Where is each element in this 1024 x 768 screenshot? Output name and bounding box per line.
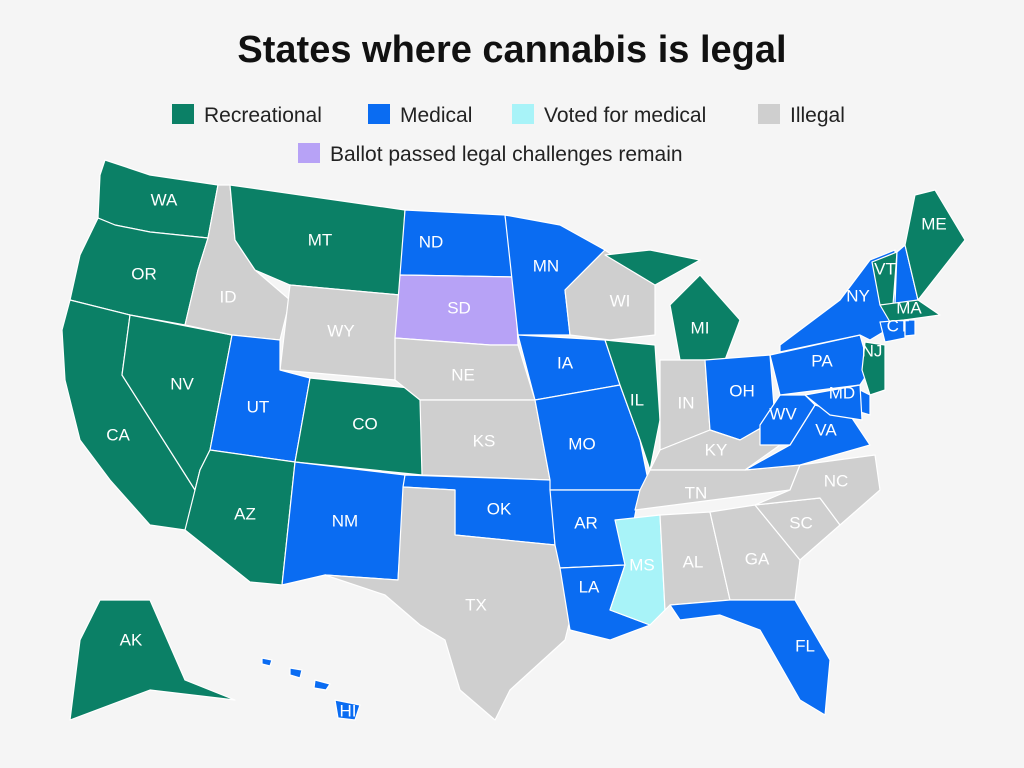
legend-swatch — [512, 104, 534, 124]
state-label: MO — [568, 434, 595, 453]
state — [399, 209, 516, 278]
state — [904, 189, 966, 301]
state-label: MD — [829, 383, 855, 402]
state-label: SC — [789, 513, 813, 532]
state-label: OR — [131, 264, 157, 283]
state-label: MT — [308, 230, 333, 249]
state-label: MN — [533, 256, 559, 275]
legend-swatch — [758, 104, 780, 124]
state — [604, 249, 741, 361]
state — [261, 657, 361, 721]
state-label: OK — [487, 499, 512, 518]
legend-label: Illegal — [790, 104, 845, 127]
state-label: TX — [465, 595, 487, 614]
state — [709, 504, 801, 601]
state — [804, 384, 863, 421]
state-label: GA — [745, 549, 770, 568]
state — [669, 599, 831, 716]
state-label: KS — [473, 431, 496, 450]
state-label: IL — [630, 390, 644, 409]
state-label: AZ — [234, 504, 256, 523]
state — [879, 319, 906, 343]
state-label: IA — [557, 353, 574, 372]
legend: Recreational Medical Voted for medical Ille… — [172, 104, 845, 166]
state — [879, 299, 941, 323]
legend-label: Recreational — [204, 104, 322, 127]
state — [324, 486, 576, 721]
state-label: SD — [447, 298, 471, 317]
state-label: AL — [683, 552, 704, 571]
state-label: KY — [705, 440, 728, 459]
state-label: VA — [815, 420, 837, 439]
state-label: CO — [352, 414, 378, 433]
state-label: NY — [846, 286, 870, 305]
state — [861, 341, 886, 396]
legend-swatch — [298, 143, 320, 163]
legend-label: Ballot passed legal challenges remain — [330, 143, 683, 166]
state-label: WY — [327, 321, 354, 340]
legend-swatch — [172, 104, 194, 124]
state-label: PA — [811, 351, 833, 370]
legend-label: Voted for medical — [544, 104, 706, 127]
state-label: UT — [247, 397, 270, 416]
map-title: States where cannabis is legal — [237, 29, 786, 71]
state-label: AK — [120, 630, 143, 649]
state-label: AR — [574, 513, 598, 532]
state — [69, 599, 236, 721]
state-label: NC — [824, 471, 849, 490]
state-label: LA — [579, 577, 600, 596]
state-label: ND — [419, 232, 444, 251]
state-label: MS — [629, 555, 655, 574]
state-label: WA — [151, 190, 178, 209]
state-label: NM — [332, 511, 358, 530]
state-label: ME — [921, 214, 947, 233]
state — [904, 319, 916, 337]
state — [649, 419, 781, 471]
legend-label: Medical — [400, 104, 472, 127]
state-label: NJ — [862, 341, 883, 360]
state-label: NV — [170, 374, 194, 393]
state-label: MA — [896, 298, 922, 317]
state-label: TN — [685, 483, 708, 502]
state — [754, 454, 881, 526]
states: WA OR CA NV ID MT WY UT CO AZ NM ND SD NE KS OK TX MN IA MO… — [61, 159, 966, 721]
state-label: WV — [769, 404, 797, 423]
state-label: FL — [795, 636, 815, 655]
state — [564, 249, 656, 341]
state-label: NE — [451, 365, 475, 384]
legend-swatch — [368, 104, 390, 124]
state-label: CA — [106, 425, 130, 444]
state-label: HI — [340, 701, 357, 720]
state-label: WI — [610, 291, 631, 310]
state-label: OH — [729, 381, 755, 400]
state-label: CT — [887, 316, 910, 335]
state-label: MI — [691, 318, 710, 337]
state-label: ID — [220, 287, 237, 306]
state-label: VT — [874, 259, 896, 278]
state-label: IN — [678, 393, 695, 412]
